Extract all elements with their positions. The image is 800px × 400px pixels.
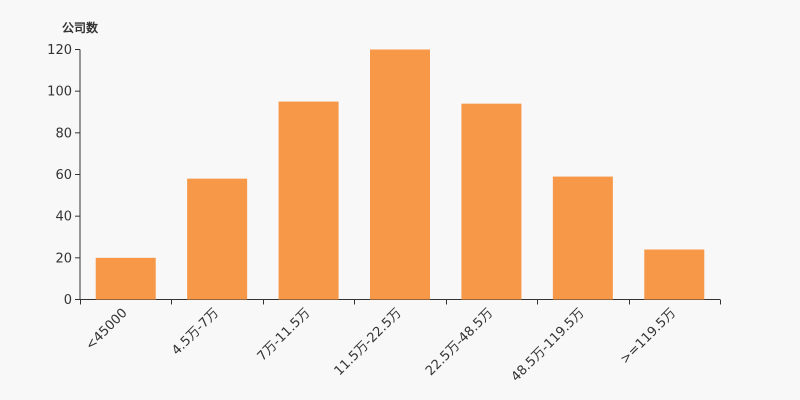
y-axis-title: 公司数 bbox=[62, 20, 99, 35]
y-tick-label: 80 bbox=[55, 126, 72, 141]
y-tick-label: 60 bbox=[55, 168, 72, 183]
x-tick-label: 22.5万-48.5万 bbox=[423, 306, 496, 379]
x-tick-label: 11.5万-22.5万 bbox=[332, 306, 405, 379]
plot-area: 0 20 40 60 80 100 120 <45000 4.5万-7万 7万-11.5万 11.5… bbox=[47, 43, 721, 385]
bar-3 bbox=[370, 49, 430, 300]
bar-0 bbox=[95, 257, 156, 300]
x-tick-label: >=119.5万 bbox=[618, 306, 680, 368]
bar-1 bbox=[187, 178, 248, 300]
x-tick-label: 4.5万-7万 bbox=[169, 306, 222, 359]
bar-4 bbox=[461, 103, 522, 300]
bar-6 bbox=[644, 249, 705, 300]
y-tick-label: 0 bbox=[64, 293, 72, 308]
x-tick-label: 7万-11.5万 bbox=[255, 306, 314, 365]
bar-5 bbox=[552, 176, 613, 300]
x-tick-label: <45000 bbox=[83, 306, 131, 354]
y-tick-label: 40 bbox=[55, 210, 72, 225]
y-tick-label: 20 bbox=[55, 251, 72, 266]
y-tick-label: 100 bbox=[47, 85, 72, 100]
x-tick-label: 48.5万-119.5万 bbox=[509, 306, 588, 385]
y-tick-label: 120 bbox=[47, 43, 72, 58]
bar-2 bbox=[278, 101, 339, 300]
